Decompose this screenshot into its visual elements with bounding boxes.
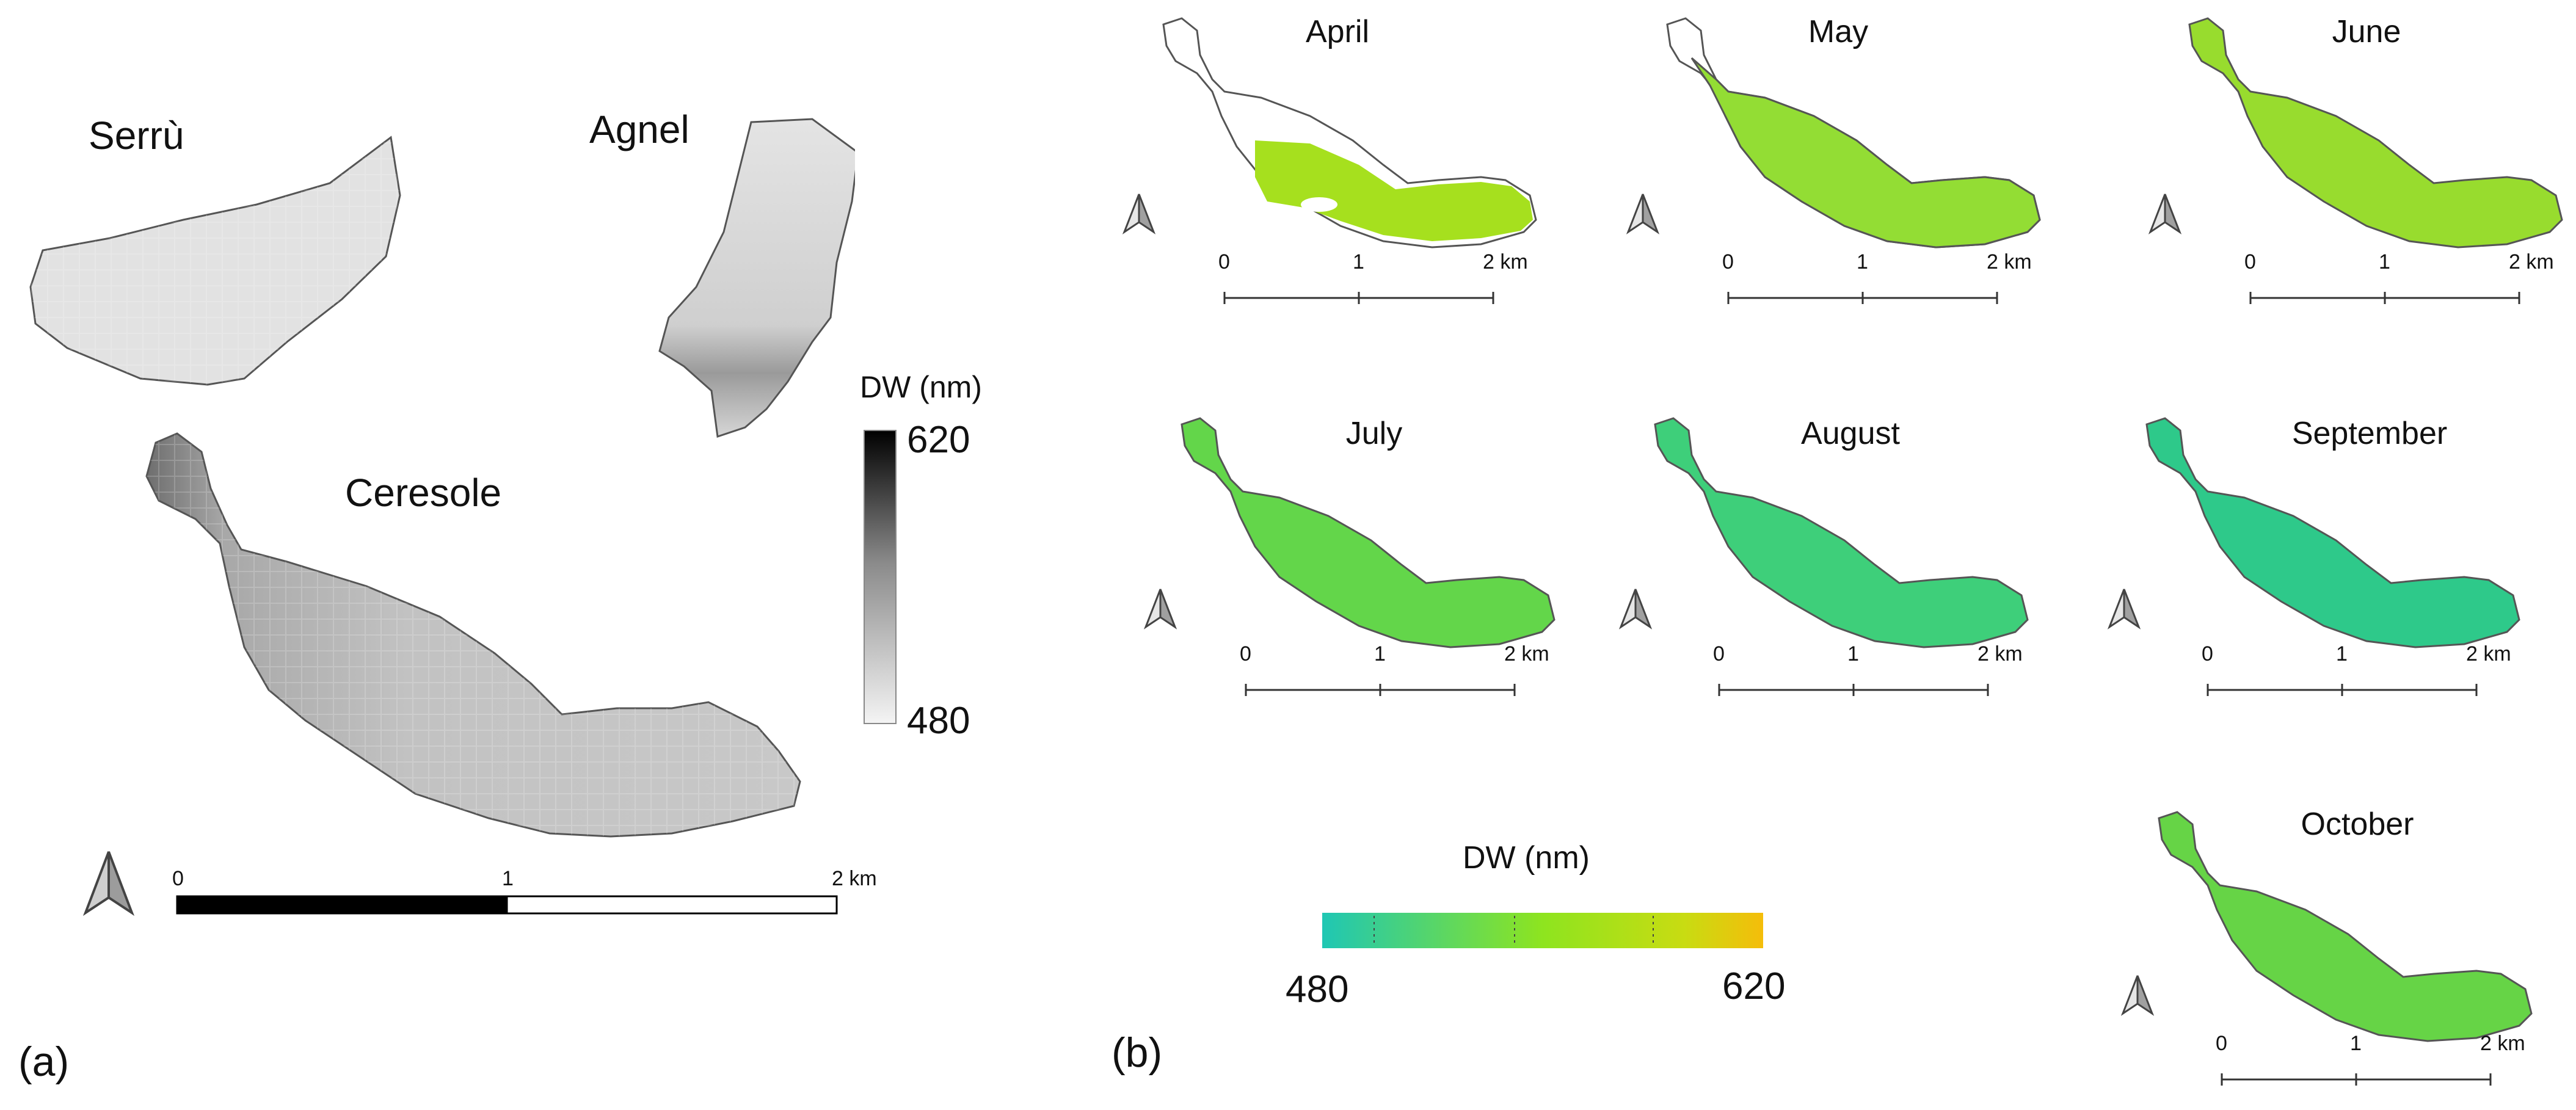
scale-tick-april-1: 1 xyxy=(1353,250,1364,274)
dw-colorbar xyxy=(1322,913,1763,948)
month-title-october: October xyxy=(2301,807,2414,842)
legend-max-b: 620 xyxy=(1722,965,1786,1007)
scale-tick-a-2: 2 km xyxy=(832,867,877,890)
month-title-august: August xyxy=(1801,416,1900,451)
scale-tick-may-1: 1 xyxy=(1857,250,1868,274)
scale-tick-september-2: 2 km xyxy=(2466,642,2511,666)
legend-max-a: 620 xyxy=(907,419,970,461)
lake-label-ceresole: Ceresole xyxy=(345,471,502,515)
map-june xyxy=(2188,17,2563,248)
scale-tick-august-2: 2 km xyxy=(1977,642,2023,666)
legend-min-b: 480 xyxy=(1286,968,1349,1010)
scale-tick-july-2: 2 km xyxy=(1504,642,1549,666)
month-title-july: July xyxy=(1345,416,1403,451)
map-august xyxy=(1654,417,2029,648)
map-september xyxy=(2145,417,2520,648)
scale-tick-july-0: 0 xyxy=(1240,642,1251,666)
map-may xyxy=(1666,17,2041,248)
agnel-lake-shape xyxy=(658,118,855,438)
scale-tick-october-2: 2 km xyxy=(2480,1032,2525,1055)
scale-tick-august-0: 0 xyxy=(1713,642,1725,666)
scale-tick-june-0: 0 xyxy=(2244,250,2256,274)
scale-tick-june-2: 2 km xyxy=(2509,250,2554,274)
month-title-may: May xyxy=(1808,14,1869,49)
scale-tick-august-1: 1 xyxy=(1847,642,1859,666)
map-april xyxy=(1162,17,1537,248)
scale-tick-september-1: 1 xyxy=(2336,642,2348,666)
map-october xyxy=(2158,811,2533,1042)
legend-title-a: DW (nm) xyxy=(860,370,982,404)
scale-tick-october-0: 0 xyxy=(2216,1032,2227,1055)
month-title-april: April xyxy=(1305,14,1370,49)
scale-tick-april-0: 0 xyxy=(1218,250,1230,274)
scale-tick-september-0: 0 xyxy=(2202,642,2213,666)
scale-tick-may-0: 0 xyxy=(1722,250,1734,274)
scale-tick-april-2: 2 km xyxy=(1483,250,1528,274)
scale-tick-a-0: 0 xyxy=(172,867,184,890)
month-title-september: September xyxy=(2291,416,2448,451)
north-arrow-icon xyxy=(82,851,135,916)
scale-tick-may-2: 2 km xyxy=(1987,250,2032,274)
scale-bar xyxy=(176,895,838,915)
month-title-june: June xyxy=(2332,14,2401,49)
scale-tick-july-1: 1 xyxy=(1374,642,1386,666)
legend-title-b: DW (nm) xyxy=(1463,840,1590,876)
scale-tick-october-1: 1 xyxy=(2350,1032,2362,1055)
scale-tick-june-1: 1 xyxy=(2379,250,2390,274)
legend-min-a: 480 xyxy=(907,700,970,742)
map-july xyxy=(1181,417,1555,648)
scale-tick-a-1: 1 xyxy=(502,867,514,890)
lake-label-serru: Serrù xyxy=(89,114,184,158)
panel-a-map xyxy=(29,118,855,916)
lake-label-agnel: Agnel xyxy=(589,107,689,151)
panel-label-b: (b) xyxy=(1112,1029,1163,1076)
panel-label-a: (a) xyxy=(18,1039,70,1085)
